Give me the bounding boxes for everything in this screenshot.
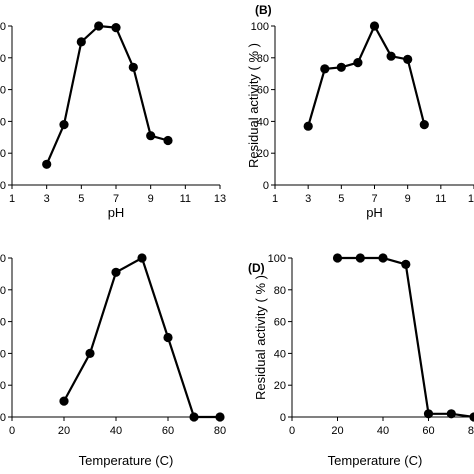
y-tick-label: 100 bbox=[0, 21, 6, 33]
data-point bbox=[403, 54, 413, 64]
x-tick-label: 80 bbox=[214, 425, 226, 437]
x-tick-label: 9 bbox=[405, 193, 411, 205]
y-tick-label: 80 bbox=[257, 53, 269, 65]
data-point bbox=[401, 259, 411, 269]
x-tick-label: 11 bbox=[435, 193, 446, 205]
x-tick-label: 20 bbox=[58, 425, 70, 437]
y-tick-label: 0 bbox=[0, 412, 6, 424]
data-point bbox=[332, 253, 343, 263]
data-point bbox=[469, 412, 474, 422]
data-point bbox=[215, 412, 225, 422]
y-tick-label: 80 bbox=[0, 53, 6, 65]
y-tick-label: 80 bbox=[274, 285, 286, 297]
series-line bbox=[307, 23, 426, 127]
x-tick-label: 7 bbox=[371, 193, 377, 205]
data-point bbox=[163, 332, 173, 343]
y-tick-label: 40 bbox=[0, 348, 6, 360]
x-tick-label: 1 bbox=[272, 193, 278, 205]
y-tick-label: 100 bbox=[268, 253, 286, 265]
x-tick-label: 3 bbox=[305, 193, 311, 205]
y-tick-label: 60 bbox=[0, 85, 6, 97]
x-tick-label: 20 bbox=[331, 425, 343, 437]
y-tick-label: 0 bbox=[263, 180, 269, 192]
y-tick-label: 0 bbox=[280, 412, 286, 424]
y-tick-label: 60 bbox=[257, 85, 269, 97]
series-line bbox=[63, 256, 220, 419]
x-tick-label: 3 bbox=[44, 193, 50, 205]
data-point bbox=[111, 23, 121, 33]
x-axis-title: Temperature (C) bbox=[328, 453, 423, 468]
y-tick-label: 0 bbox=[0, 180, 6, 192]
data-point bbox=[128, 62, 138, 72]
x-axis-title: Temperature (C) bbox=[79, 453, 174, 468]
y-axis-title: Residual activity ( % ) bbox=[253, 275, 268, 400]
data-point bbox=[85, 348, 95, 358]
y-tick-label: 20 bbox=[0, 380, 6, 392]
y-tick-label: 20 bbox=[0, 148, 6, 160]
data-point bbox=[446, 409, 456, 419]
data-point bbox=[111, 267, 121, 277]
y-tick-label: 40 bbox=[257, 116, 269, 128]
x-tick-label: 0 bbox=[9, 425, 15, 437]
data-point bbox=[76, 37, 86, 47]
panel-label: (B) bbox=[255, 3, 272, 17]
y-tick-label: 100 bbox=[0, 253, 6, 265]
data-point bbox=[423, 409, 434, 419]
x-tick-label: 9 bbox=[148, 193, 154, 205]
series-line bbox=[337, 256, 474, 419]
data-point bbox=[137, 253, 147, 263]
y-tick-label: 100 bbox=[251, 21, 269, 33]
data-point bbox=[378, 253, 388, 263]
x-tick-label: 13 bbox=[214, 193, 226, 205]
data-point bbox=[303, 121, 313, 131]
data-point bbox=[59, 396, 69, 406]
data-point bbox=[94, 21, 104, 31]
data-point bbox=[419, 120, 429, 130]
x-axis-title: pH bbox=[366, 205, 383, 220]
y-tick-label: 60 bbox=[0, 317, 6, 329]
y-tick-label: 40 bbox=[274, 348, 286, 360]
x-tick-label: 40 bbox=[110, 425, 122, 437]
x-tick-label: 1 bbox=[9, 193, 15, 205]
data-point bbox=[163, 135, 173, 146]
data-point bbox=[355, 253, 365, 263]
x-tick-label: 11 bbox=[180, 193, 191, 205]
data-point bbox=[189, 412, 199, 422]
data-point bbox=[42, 159, 52, 169]
data-point bbox=[336, 62, 346, 72]
x-axis-title: pH bbox=[108, 205, 125, 220]
x-tick-label: 0 bbox=[289, 425, 295, 437]
data-point bbox=[386, 51, 396, 61]
data-point bbox=[353, 58, 363, 68]
y-axis-title: Residual activity ( % ) bbox=[246, 43, 261, 168]
x-tick-label: 13 bbox=[468, 193, 474, 205]
data-point bbox=[369, 21, 380, 31]
y-tick-label: 20 bbox=[274, 380, 286, 392]
x-tick-label: 60 bbox=[422, 425, 434, 437]
data-point bbox=[320, 64, 330, 74]
x-tick-label: 60 bbox=[162, 425, 174, 437]
y-tick-label: 60 bbox=[274, 317, 286, 329]
panel-label: (D) bbox=[248, 261, 265, 275]
y-tick-label: 20 bbox=[257, 148, 269, 160]
x-tick-label: 80 bbox=[468, 425, 474, 437]
x-tick-label: 40 bbox=[377, 425, 389, 437]
x-tick-label: 5 bbox=[78, 193, 84, 205]
y-tick-label: 80 bbox=[0, 285, 6, 297]
series-line bbox=[45, 24, 169, 165]
x-tick-label: 7 bbox=[113, 193, 119, 205]
y-tick-label: 40 bbox=[0, 116, 6, 128]
x-tick-label: 5 bbox=[338, 193, 344, 205]
data-point bbox=[59, 120, 69, 130]
data-point bbox=[146, 131, 156, 141]
